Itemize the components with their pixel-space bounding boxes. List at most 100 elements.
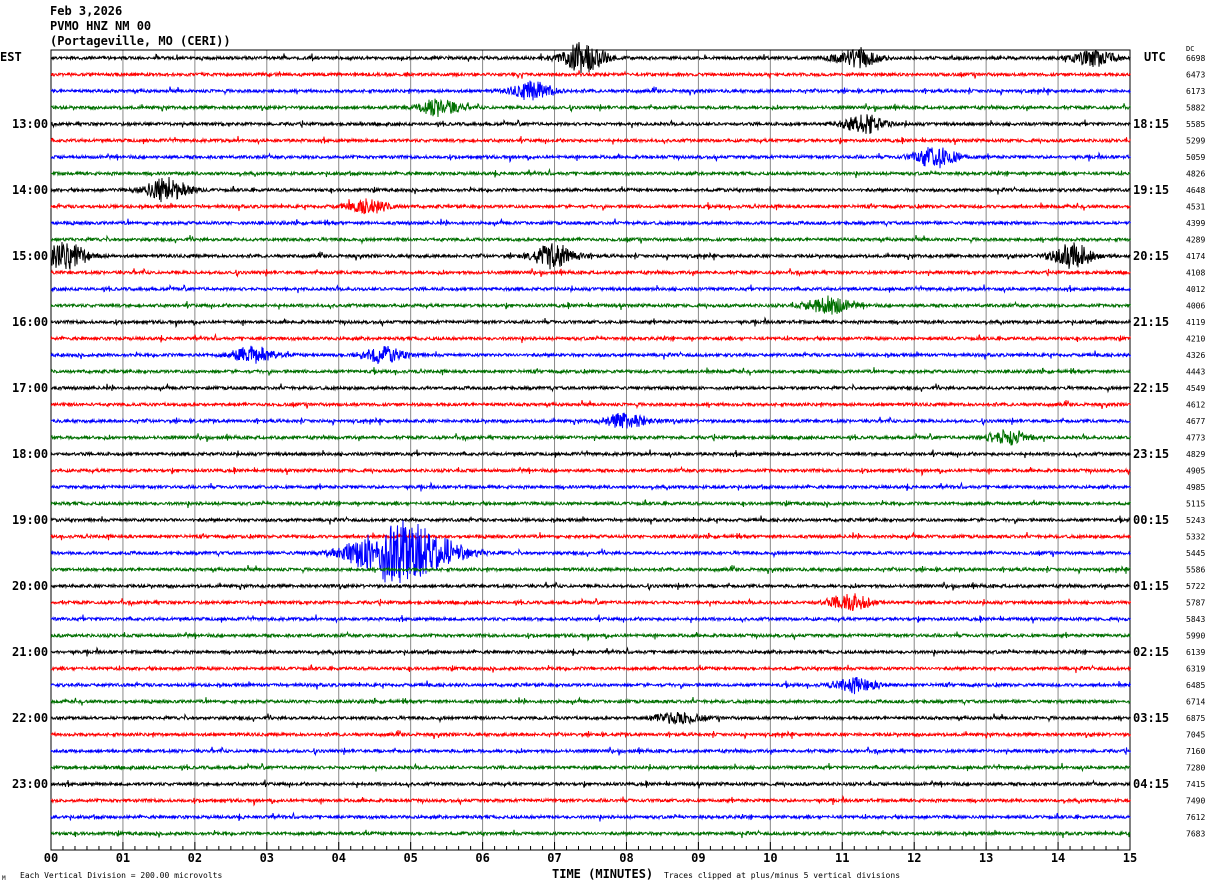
dc-offset-label: 5882 — [1186, 104, 1205, 113]
date-label: Feb 3,2026 — [50, 4, 123, 18]
seismic-trace — [50, 481, 1131, 492]
seismic-trace — [50, 198, 1131, 215]
seismic-trace — [50, 614, 1131, 624]
seismic-trace — [50, 399, 1131, 410]
dc-offset-label: 6698 — [1186, 54, 1205, 63]
dc-header: DC — [1186, 45, 1194, 53]
station-label: PVMO HNZ NM 00 — [50, 19, 152, 33]
seismic-trace — [50, 241, 1131, 270]
seismic-trace — [50, 581, 1131, 592]
seismic-trace — [50, 42, 1131, 74]
dc-offset-label: 4210 — [1186, 335, 1205, 344]
dc-offset-label: 4549 — [1186, 384, 1205, 393]
seismic-trace — [50, 316, 1131, 329]
right-hour-label: 19:15 — [1133, 183, 1169, 197]
left-hour-label: 13:00 — [12, 117, 48, 131]
dc-offset-label: 7415 — [1186, 780, 1205, 789]
seismic-trace — [50, 367, 1131, 376]
seismic-trace — [50, 630, 1131, 642]
plot-frame — [50, 49, 1131, 851]
seismic-trace — [50, 267, 1131, 278]
right-hour-label: 03:15 — [1133, 711, 1169, 725]
left-hour-label: 21:00 — [12, 645, 48, 659]
dc-offset-label: 4985 — [1186, 483, 1205, 492]
seismic-trace — [50, 382, 1131, 394]
dc-offset-label: 4108 — [1186, 269, 1205, 278]
dc-offset-label: 7683 — [1186, 830, 1205, 839]
seismic-trace — [50, 284, 1131, 294]
seismic-trace — [50, 167, 1131, 179]
dc-offset-label: 4326 — [1186, 351, 1205, 360]
dc-offset-label: 7160 — [1186, 747, 1205, 756]
x-tick-label: 07 — [547, 851, 561, 865]
seismic-trace — [50, 593, 1131, 612]
dc-offset-label: 5787 — [1186, 599, 1205, 608]
x-axis-label: TIME (MINUTES) — [552, 867, 653, 881]
dc-offset-label: 6485 — [1186, 681, 1205, 690]
dc-offset-label: 6139 — [1186, 648, 1205, 657]
x-tick-label: 06 — [475, 851, 489, 865]
left-hour-label: 16:00 — [12, 315, 48, 329]
dc-offset-label: 4826 — [1186, 170, 1205, 179]
dc-offset-label: 6473 — [1186, 71, 1205, 80]
left-hour-label: 15:00 — [12, 249, 48, 263]
right-hour-label: 02:15 — [1133, 645, 1169, 659]
dc-offset-label: 4289 — [1186, 236, 1205, 245]
seismic-trace — [50, 811, 1131, 822]
seismic-trace — [50, 465, 1131, 477]
x-tick-label: 12 — [907, 851, 921, 865]
x-tick-label: 14 — [1051, 851, 1065, 865]
right-hour-label: 01:15 — [1133, 579, 1169, 593]
seismic-trace — [51, 829, 1131, 839]
seismic-trace — [50, 499, 1131, 509]
x-tick-label: 13 — [979, 851, 993, 865]
seismic-trace — [50, 531, 1131, 541]
dc-offset-label: 7280 — [1186, 764, 1205, 773]
dc-offset-label: 5299 — [1186, 137, 1205, 146]
right-hour-label: 22:15 — [1133, 381, 1169, 395]
dc-offset-label: 5722 — [1186, 582, 1205, 591]
x-tick-label: 05 — [403, 851, 417, 865]
seismic-trace — [50, 412, 1131, 429]
dc-offset-label: 4531 — [1186, 203, 1205, 212]
dc-offset-label: 7490 — [1186, 797, 1205, 806]
dc-offset-label: 5585 — [1186, 120, 1205, 129]
dc-offset-label: 6875 — [1186, 714, 1205, 723]
seismic-trace — [50, 217, 1131, 228]
clip-note: Traces clipped at plus/minus 5 vertical … — [664, 871, 900, 880]
dc-offset-label: 4012 — [1186, 285, 1205, 294]
right-hour-label: 00:15 — [1133, 513, 1169, 527]
seismic-trace — [50, 176, 1131, 203]
dc-offset-label: 5586 — [1186, 566, 1205, 575]
seismic-trace — [50, 332, 1131, 344]
left-hour-label: 19:00 — [12, 513, 48, 527]
x-tick-label: 02 — [188, 851, 202, 865]
seismic-trace — [50, 80, 1131, 101]
seismic-trace — [50, 515, 1131, 525]
seismic-trace — [50, 98, 1131, 118]
dc-offset-label: 4443 — [1186, 368, 1205, 377]
x-tick-label: 15 — [1123, 851, 1137, 865]
right-hour-label: 18:15 — [1133, 117, 1169, 131]
dc-offset-label: 4677 — [1186, 417, 1205, 426]
dc-offset-label: 6319 — [1186, 665, 1205, 674]
dc-offset-label: 7045 — [1186, 731, 1205, 740]
seismic-trace — [50, 114, 1131, 134]
x-tick-label: 04 — [332, 851, 346, 865]
x-tick-label: 10 — [763, 851, 777, 865]
dc-offset-label: 6173 — [1186, 87, 1205, 96]
corner-mark: M — [2, 875, 6, 882]
right-hour-label: 04:15 — [1133, 777, 1169, 791]
dc-offset-label: 4119 — [1186, 318, 1205, 327]
x-tick-label: 11 — [835, 851, 849, 865]
left-hour-label: 20:00 — [12, 579, 48, 593]
left-hour-label: 22:00 — [12, 711, 48, 725]
seismic-trace — [50, 711, 1131, 725]
seismic-trace — [50, 429, 1131, 446]
left-timezone-label: EST — [0, 50, 22, 64]
x-tick-label: 08 — [619, 851, 633, 865]
dc-offset-label: 4829 — [1186, 450, 1205, 459]
seismic-trace — [50, 449, 1131, 459]
dc-offset-label: 4905 — [1186, 467, 1205, 476]
dc-offset-label: 5115 — [1186, 500, 1205, 509]
